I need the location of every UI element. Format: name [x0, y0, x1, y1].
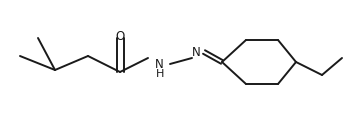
Text: N: N — [155, 57, 164, 70]
Text: H: H — [156, 69, 164, 79]
Text: N: N — [192, 46, 200, 59]
Text: O: O — [115, 29, 125, 42]
